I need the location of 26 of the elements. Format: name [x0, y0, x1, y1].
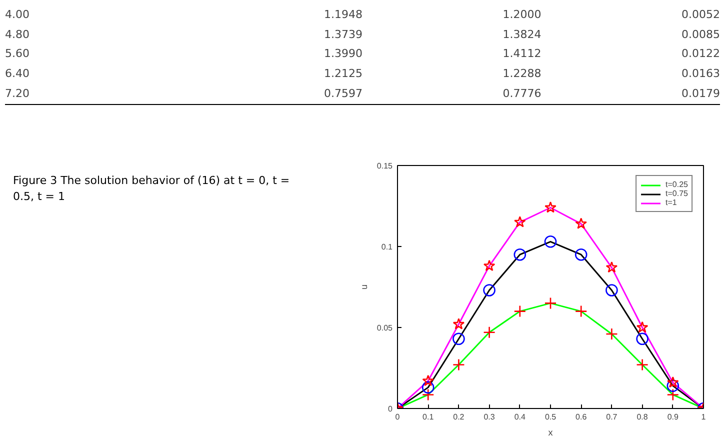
- x-axis-title: x: [548, 428, 554, 438]
- text: 7.20 0.7597 0.7776 0.0179: [5, 86, 720, 100]
- x-tick-label: 0: [395, 412, 400, 422]
- x-tick-label: 0.1: [422, 412, 434, 422]
- x-tick-label: 1: [701, 412, 706, 422]
- legend-label: t=0.25: [666, 180, 688, 189]
- x-tick-label: 0.4: [514, 412, 526, 422]
- legend-label: t=0.75: [666, 189, 688, 198]
- y-tick-label: 0.05: [376, 324, 394, 332]
- x-tick-label: 0.5: [544, 412, 557, 422]
- y-tick-label: 0: [388, 404, 394, 414]
- x-tick-label: 0.6: [576, 412, 588, 422]
- text: 6.40 1.2125 1.2288 0.0163: [5, 67, 720, 80]
- x-tick-label: 0.7: [606, 412, 618, 422]
- x-tick-label: 0.3: [484, 412, 496, 422]
- text: 5.60 1.3990 1.4112 0.0122: [5, 47, 720, 60]
- text: 4.80 1.3739 1.3824 0.0085: [5, 28, 720, 41]
- text: 4.00 1.1948 1.2000 0.0052: [5, 8, 720, 21]
- y-axis-title: u: [358, 284, 369, 290]
- text: Figure 3 The solution behavior of (16) at t = 0, t = 0.5, t = 1: [12, 173, 291, 205]
- legend-label: t=1: [666, 198, 678, 207]
- x-tick-label: 0.2: [453, 412, 465, 422]
- y-tick-label: 0.1: [381, 242, 394, 252]
- x-tick-label: 0.8: [636, 412, 648, 422]
- y-tick-label: 0.15: [376, 162, 394, 170]
- x-tick-label: 0.9: [667, 412, 680, 422]
